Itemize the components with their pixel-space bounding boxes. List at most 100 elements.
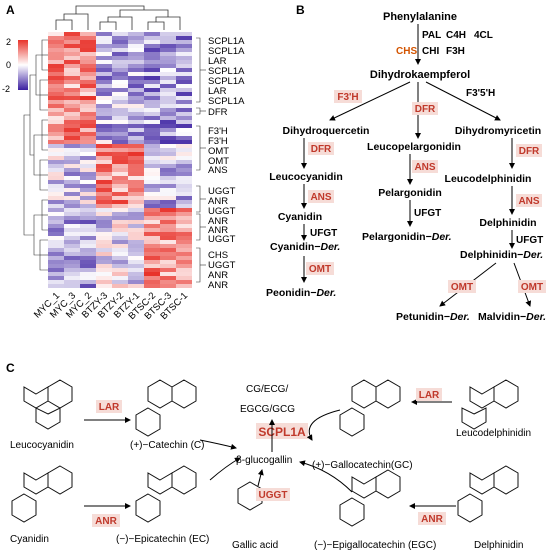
heatmap-cell [128, 100, 144, 104]
heatmap-cell [176, 48, 192, 52]
heatmap-cell [64, 180, 80, 184]
heatmap-cell [80, 56, 96, 60]
heatmap-cell [160, 80, 176, 84]
anthocyanin-pathway: Phenylalanine PAL C4H 4CL CHS CHI F3H Di… [266, 11, 546, 323]
heatmap-cell [64, 100, 80, 104]
heatmap-cell [144, 256, 160, 260]
heatmap-cell [96, 180, 112, 184]
enzyme-highlight [412, 160, 438, 173]
heatmap-cell [64, 196, 80, 200]
heatmap-cell [48, 60, 64, 64]
heatmap-cell [128, 252, 144, 256]
enzyme-lar-left: LAR [99, 402, 120, 413]
heatmap-cell [128, 272, 144, 276]
heatmap-cell [160, 156, 176, 160]
heatmap-cell [160, 48, 176, 52]
heatmap-cell [48, 140, 64, 144]
heatmap-cell [128, 112, 144, 116]
arrow [209, 457, 241, 481]
heatmap-cell [48, 232, 64, 236]
heatmap-cell [112, 120, 128, 124]
heatmap-cell [96, 232, 112, 236]
epicatechin-label: (−)−Epicatechin (EC) [116, 534, 209, 545]
heatmap-cell [80, 176, 96, 180]
heatmap-cell [144, 60, 160, 64]
heatmap-cell [160, 68, 176, 72]
gene-label: CHS [208, 250, 228, 261]
heatmap-cell [176, 260, 192, 264]
heatmap-cell [160, 64, 176, 68]
heatmap-cell [64, 160, 80, 164]
heatmap-cell [144, 128, 160, 132]
heatmap-cell [96, 148, 112, 152]
heatmap-cell [80, 112, 96, 116]
heatmap-cell [128, 56, 144, 60]
heatmap-cell [160, 224, 176, 228]
heatmap-cell [64, 52, 80, 56]
enzyme-c4h: C4H [446, 30, 466, 41]
heatmap-cell [48, 176, 64, 180]
heatmap-cell [80, 60, 96, 64]
heatmap-cell [96, 252, 112, 256]
heatmap-cell [112, 92, 128, 96]
heatmap-cell [176, 244, 192, 248]
leucodelphinidin-label: Leucodelphinidin [456, 428, 531, 439]
heatmap-cell [144, 248, 160, 252]
heatmap-cell [96, 120, 112, 124]
heatmap-cell [80, 284, 96, 288]
heatmap-cell [144, 216, 160, 220]
heatmap-cell [96, 80, 112, 84]
enzyme-ufgt-middle: UFGT [414, 208, 441, 219]
heatmap-cell [96, 52, 112, 56]
heatmap-cell [128, 160, 144, 164]
gene-label: ANR [208, 216, 228, 227]
heatmap-cell [128, 96, 144, 100]
enzyme-f3h: F3H [446, 46, 465, 57]
heatmap-cell [48, 236, 64, 240]
heatmap-cell [144, 232, 160, 236]
heatmap-cell [64, 200, 80, 204]
heatmap-cell [144, 252, 160, 256]
heatmap-cell [112, 204, 128, 208]
heatmap-cell [96, 280, 112, 284]
heatmap-cell [176, 56, 192, 60]
enzyme-ugt: UGGT [259, 490, 288, 501]
heatmap-cell [144, 136, 160, 140]
heatmap-cell [80, 124, 96, 128]
heatmap-cell [128, 256, 144, 260]
heatmap-cell [176, 216, 192, 220]
heatmap-cell [48, 164, 64, 168]
enzyme-ans-left: ANS [310, 192, 331, 203]
heatmap-cell [128, 68, 144, 72]
heatmap-cell [176, 172, 192, 176]
heatmap-cell [80, 164, 96, 168]
heatmap-cell [48, 72, 64, 76]
heatmap-cell [64, 72, 80, 76]
heatmap-cell [160, 144, 176, 148]
catechin-label: (+)−Catechin (C) [130, 440, 204, 451]
leucodelphinidin-structure [461, 379, 519, 430]
epicatechin-structure [135, 465, 197, 523]
heatmap-cell [128, 64, 144, 68]
heatmap-cell [176, 280, 192, 284]
heatmap-cell [64, 156, 80, 160]
heatmap-cell [112, 56, 128, 60]
heatmap-cell [176, 68, 192, 72]
enzyme-f35h: F3'5'H [466, 88, 495, 99]
heatmap-cell [144, 240, 160, 244]
heatmap-cell [112, 96, 128, 100]
heatmap-cell [160, 280, 176, 284]
heatmap-cell [112, 108, 128, 112]
heatmap-cell [96, 44, 112, 48]
heatmap-cell [144, 56, 160, 60]
heatmap-cell [144, 180, 160, 184]
heatmap-cell [144, 40, 160, 44]
heatmap-cell [48, 108, 64, 112]
heatmap-cell [48, 268, 64, 272]
heatmap-cell [144, 116, 160, 120]
heatmap-cell [128, 52, 144, 56]
heatmap-cell [64, 44, 80, 48]
heatmap-cell [144, 140, 160, 144]
heatmap-cell [96, 228, 112, 232]
heatmap-cell [176, 236, 192, 240]
